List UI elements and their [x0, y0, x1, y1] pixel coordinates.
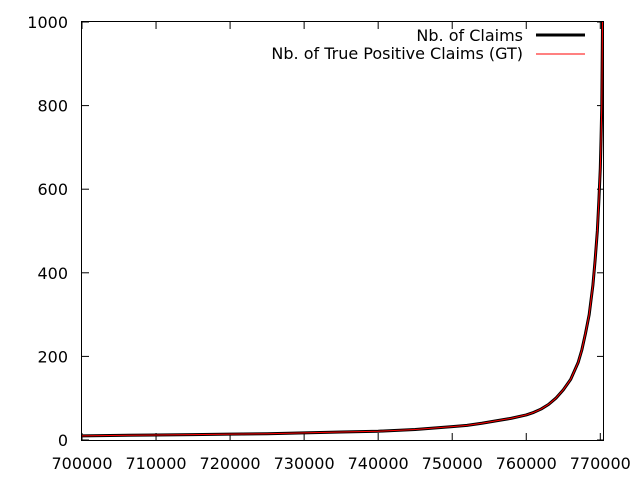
- y-tick-label: 200: [37, 347, 68, 366]
- x-tick-label: 720000: [200, 454, 261, 473]
- x-tick-label: 760000: [496, 454, 557, 473]
- legend: Nb. of Claims Nb. of True Positive Claim…: [271, 26, 585, 63]
- y-tick-label: 0: [58, 431, 68, 450]
- axis-ticks: [81, 21, 604, 441]
- y-tick-label: 600: [37, 180, 68, 199]
- axis-tick-labels: 700000 710000 720000 730000 740000 750000 7600…: [27, 13, 631, 473]
- x-tick-label: 710000: [126, 454, 187, 473]
- x-tick-label: 770000: [570, 454, 631, 473]
- legend-label-true-positive: Nb. of True Positive Claims (GT): [271, 44, 523, 63]
- x-tick-label: 750000: [422, 454, 483, 473]
- y-tick-label: 1000: [27, 13, 68, 32]
- legend-label-claims: Nb. of Claims: [416, 26, 523, 45]
- x-tick-label: 700000: [51, 454, 112, 473]
- series-line-true-positive: [81, 21, 604, 437]
- y-tick-label: 800: [37, 97, 68, 116]
- x-tick-label: 730000: [274, 454, 335, 473]
- series-layer: [81, 21, 605, 438]
- series-line-claims: [81, 21, 605, 438]
- y-tick-label: 400: [37, 264, 68, 283]
- x-tick-label: 740000: [348, 454, 409, 473]
- plot-frame: [81, 21, 604, 441]
